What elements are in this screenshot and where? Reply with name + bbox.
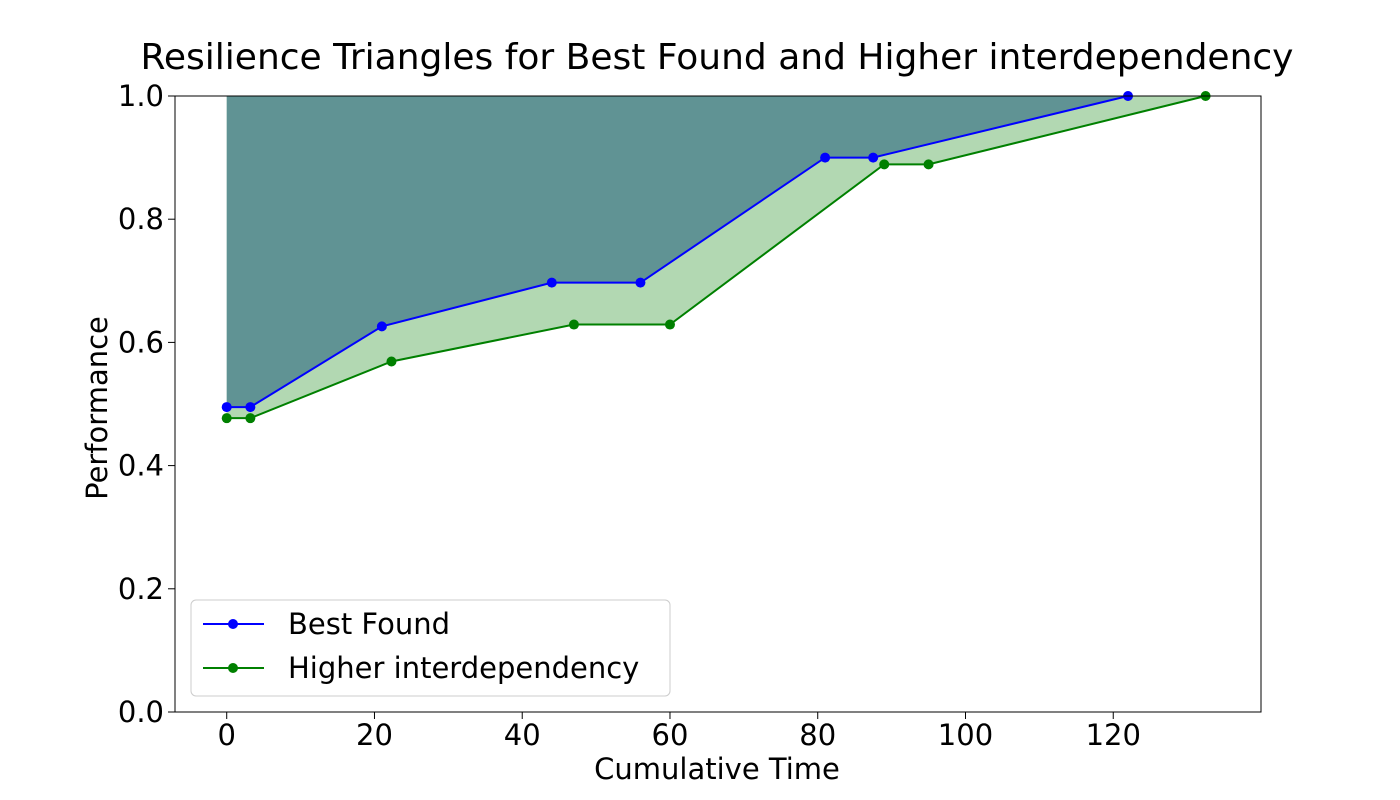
x-tick-label: 40 [504,718,541,752]
series-point-1 [664,319,675,330]
series-line-0 [226,95,1129,409]
series-point-1 [879,159,890,170]
legend-label: Best Found [288,607,450,641]
x-tick-label: 60 [652,718,689,752]
y-tick-label: 0.0 [118,695,164,729]
y-tick-label: 1.0 [118,79,164,113]
series-point-1 [245,413,256,424]
legend-marker-1 [228,663,238,673]
series-point-0 [635,277,646,288]
series-point-0 [245,402,256,413]
y-tick-label: 0.8 [118,202,164,236]
x-axis-label: Cumulative Time [594,752,840,786]
legend: Best Found Higher interdependency [190,599,671,697]
series-point-0 [868,152,879,163]
series-point-0 [221,402,232,413]
series-point-0 [546,277,557,288]
legend-label: Higher interdependency [288,651,639,685]
series-lines [226,95,1206,420]
series-point-1 [221,413,232,424]
plot-area-frame [174,95,1262,713]
x-tick-label: 0 [217,718,235,752]
legend-marker-0 [228,619,238,629]
y-axis-label: Performance [80,316,114,500]
y-axis: 0.0 0.2 0.4 0.6 0.8 1.0 [118,79,175,729]
y-tick-label: 0.2 [118,572,164,606]
y-tick-label: 0.6 [118,325,164,359]
series-point-1 [386,356,397,367]
x-tick-label: 120 [1086,718,1141,752]
series-point-0 [376,321,387,332]
fill-region-best-found [226,96,1129,408]
series-point-1 [923,159,934,170]
series-line-1 [226,95,1206,420]
x-axis: 0 20 40 60 80 100 120 [217,712,1141,752]
x-tick-label: 100 [938,718,993,752]
series-point-1 [568,319,579,330]
chart-title: Resilience Triangles for Best Found and … [140,37,1293,78]
series-point-0 [820,152,831,163]
x-tick-label: 80 [799,718,836,752]
y-tick-label: 0.4 [118,449,164,483]
x-tick-label: 20 [356,718,393,752]
fill-regions [226,96,1206,419]
legend-box [190,599,671,697]
